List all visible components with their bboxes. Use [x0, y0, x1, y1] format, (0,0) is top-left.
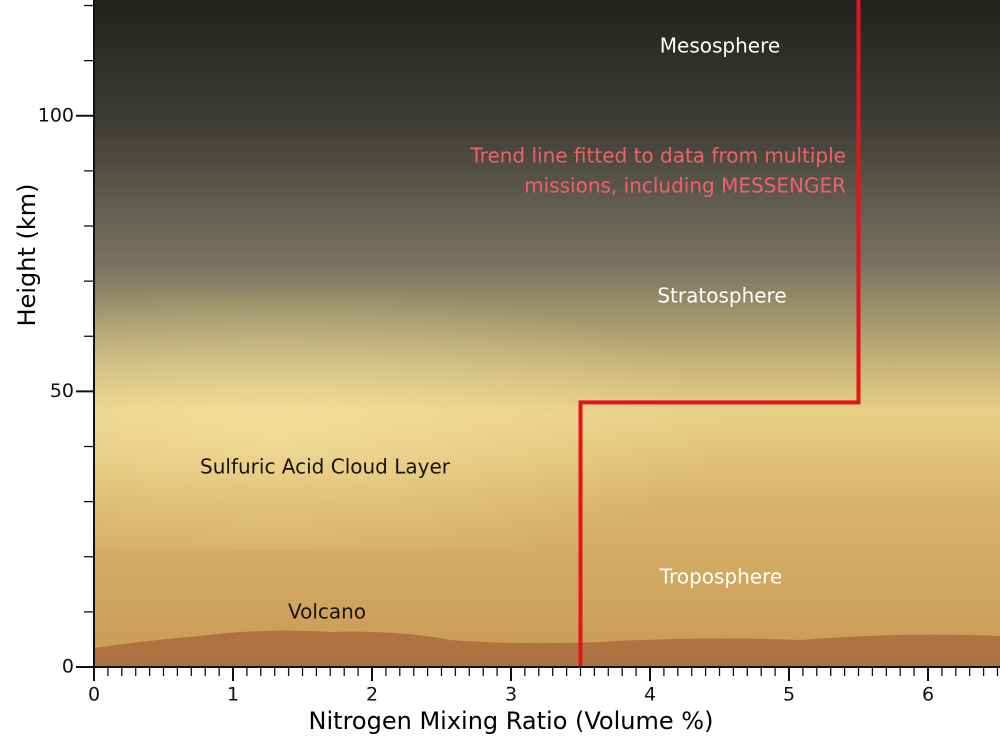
cloud-glow [94, 250, 1000, 550]
x-tick-label: 1 [227, 684, 239, 706]
annotation: Mesosphere [660, 34, 780, 58]
trend-line [578, 0, 861, 667]
y-tick-label: 0 [62, 656, 74, 678]
x-tick-label: 4 [644, 684, 656, 706]
annotation: Troposphere [659, 565, 782, 589]
x-tick-label: 0 [88, 684, 100, 706]
x-tick-label: 2 [366, 684, 378, 706]
y-tick-label: 50 [50, 380, 74, 402]
y-tick-label: 100 [38, 104, 74, 126]
x-tick-label: 3 [505, 684, 517, 706]
annotation: Volcano [288, 600, 366, 624]
annotation: Trend line fitted to data from multiple [469, 144, 846, 168]
y-axis-label: Height (km) [13, 184, 41, 327]
x-axis-label: Nitrogen Mixing Ratio (Volume %) [309, 707, 714, 735]
annotation: missions, including MESSENGER [524, 174, 846, 198]
x-tick-label: 5 [783, 684, 795, 706]
terrain [94, 630, 1000, 667]
annotation: Stratosphere [657, 284, 786, 308]
x-tick-label: 6 [922, 684, 934, 706]
annotation: Sulfuric Acid Cloud Layer [200, 455, 451, 479]
